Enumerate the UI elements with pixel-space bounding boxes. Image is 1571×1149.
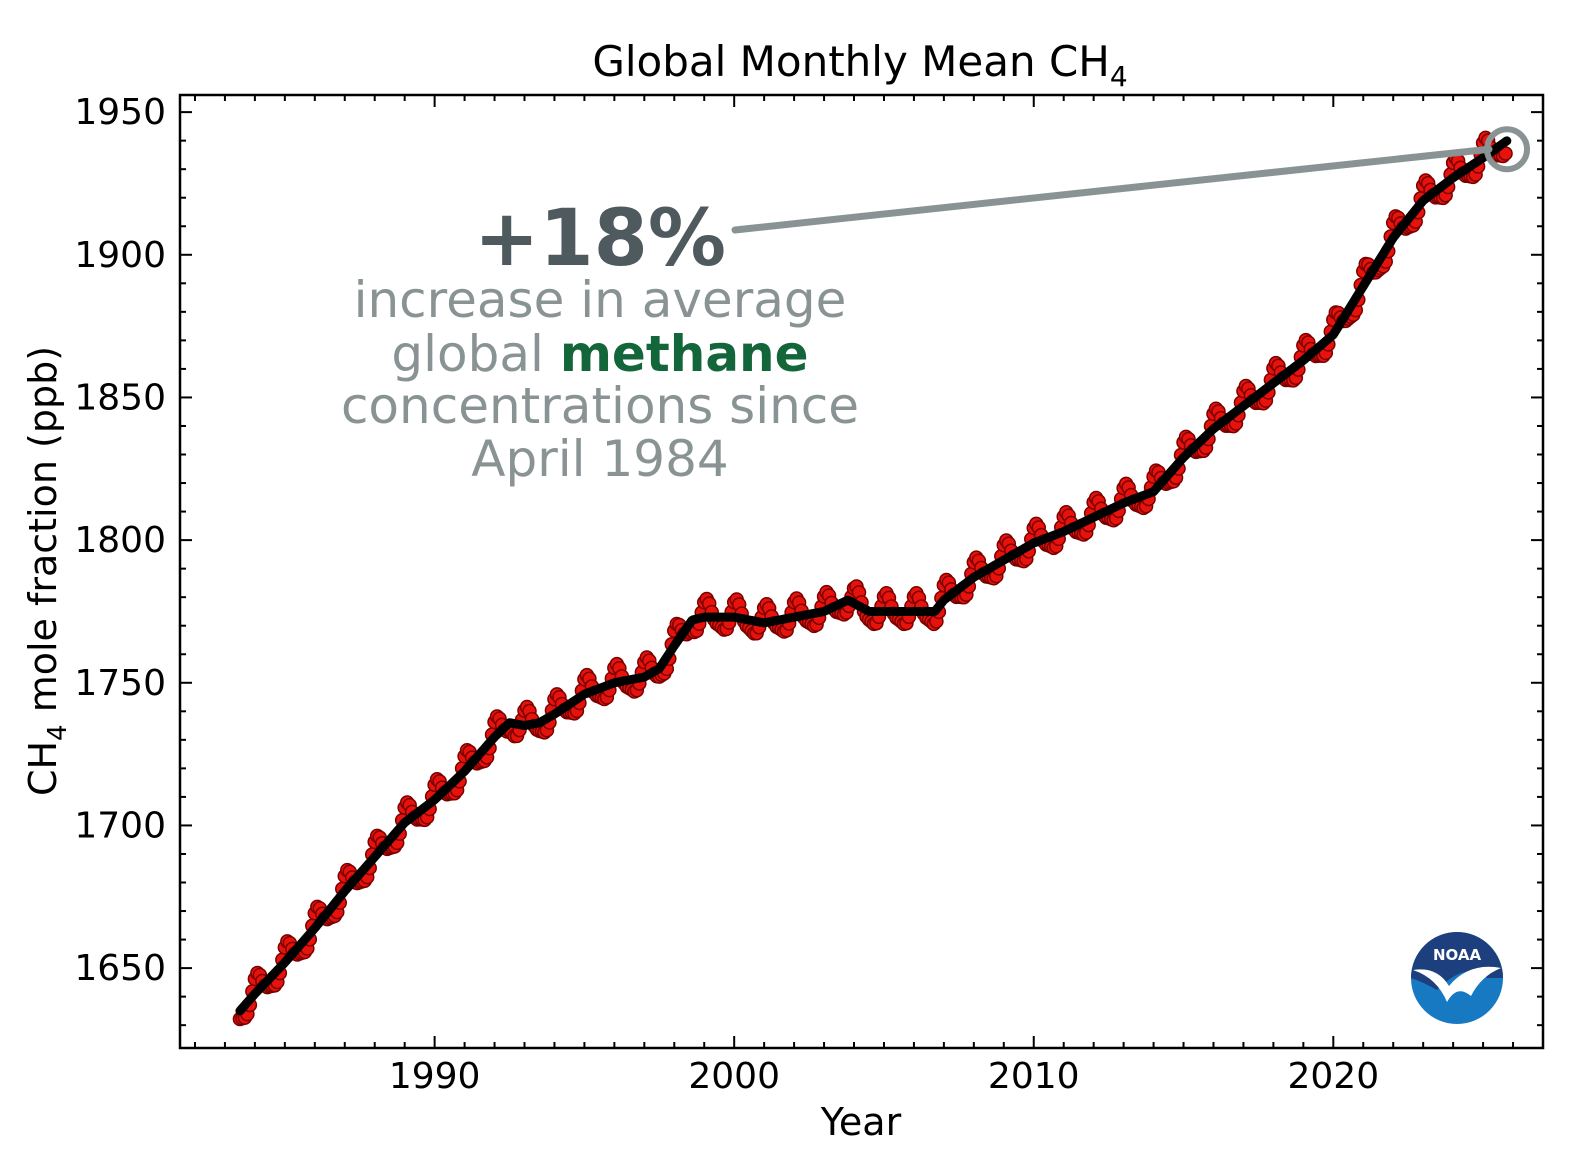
y-tick-label: 1900 [74, 235, 166, 276]
y-axis-label: CH4 mole fraction (ppb) [21, 346, 73, 796]
y-tick-label: 1750 [74, 663, 166, 704]
y-tick-label: 1650 [74, 948, 166, 989]
x-tick-label: 2000 [688, 1056, 780, 1097]
x-tick-label: 2020 [1287, 1056, 1379, 1097]
svg-text:NOAA: NOAA [1433, 946, 1482, 964]
annotation: +18% increase in average global methane … [341, 126, 1531, 488]
trend-series [235, 136, 1512, 1016]
x-tick-label: 2010 [988, 1056, 1080, 1097]
annotation-headline: +18% [474, 194, 726, 284]
noaa-logo: NOAA [1411, 932, 1503, 1024]
y-tick-label: 1800 [74, 520, 166, 561]
x-tick-label: 1990 [389, 1056, 481, 1097]
y-tick-label: 1950 [74, 92, 166, 133]
chart-title: Global Monthly Mean CH4 [592, 37, 1127, 93]
annotation-target-circle [1484, 126, 1531, 173]
monthly-mean-series [232, 130, 1513, 1027]
y-tick-label: 1850 [74, 377, 166, 418]
plot-frame [178, 93, 1545, 1050]
annotation-line-3: concentrations since [341, 377, 859, 435]
y-tick-label: 1700 [74, 805, 166, 846]
annotation-pointer-line [731, 145, 1493, 234]
tick-labels: 1990 2000 2010 2020 1650 1700 1750 1800 1850 1900… [74, 92, 1379, 1097]
axis-ticks [180, 95, 1544, 1048]
annotation-line-2: global methane [391, 325, 808, 383]
trend-line [235, 136, 1512, 1016]
annotation-line-1: increase in average [354, 271, 847, 329]
x-axis-label: Year [820, 1100, 902, 1144]
annotation-line-4: April 1984 [471, 430, 728, 488]
